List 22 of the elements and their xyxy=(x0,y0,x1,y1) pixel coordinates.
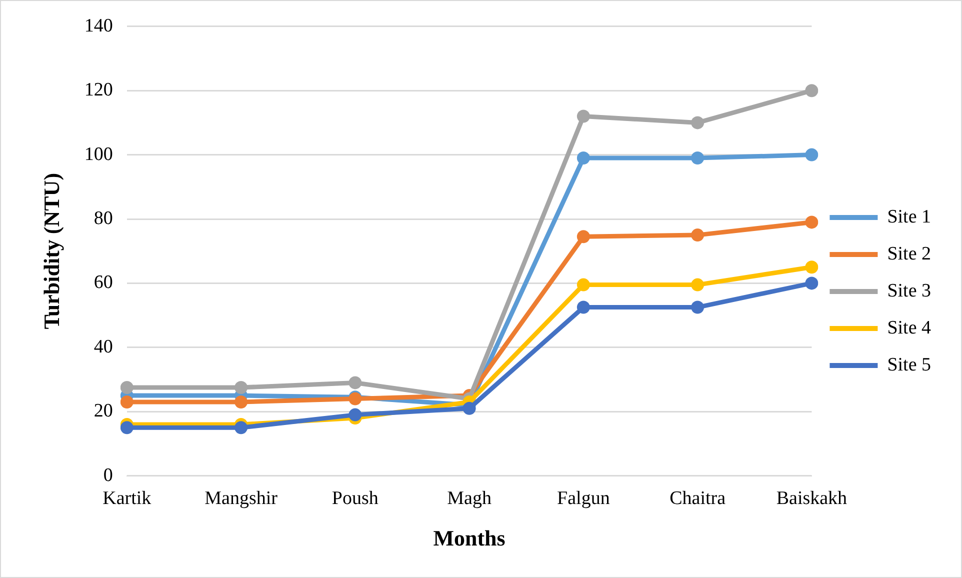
y-tick-label: 140 xyxy=(84,15,113,36)
x-tick-label: Falgun xyxy=(557,488,610,510)
x-tick-label: Baiskakh xyxy=(776,488,848,510)
y-axis-title: Turbidity (NTU) xyxy=(38,172,64,330)
y-tick-label: 60 xyxy=(94,272,113,294)
y-tick-label: 80 xyxy=(94,208,113,229)
x-tick-label: Poush xyxy=(332,488,379,510)
legend-label: Site 5 xyxy=(887,354,932,376)
y-tick-label: 40 xyxy=(94,336,113,358)
y-tick-label: 120 xyxy=(84,80,113,101)
legend-label: Site 1 xyxy=(887,206,932,228)
x-axis-title: Months xyxy=(433,525,506,550)
y-tick-label: 20 xyxy=(94,400,113,422)
x-tick-label: Mangshir xyxy=(204,488,278,510)
x-tick-label: Kartik xyxy=(102,488,152,510)
legend-label: Site 2 xyxy=(887,243,932,264)
legend-label: Site 3 xyxy=(887,280,932,302)
y-tick-label: 0 xyxy=(103,464,113,486)
legend-label: Site 4 xyxy=(887,317,932,338)
x-tick-label: Magh xyxy=(447,488,492,510)
x-tick-label: Chaitra xyxy=(670,488,726,510)
y-tick-label: 100 xyxy=(84,144,113,165)
